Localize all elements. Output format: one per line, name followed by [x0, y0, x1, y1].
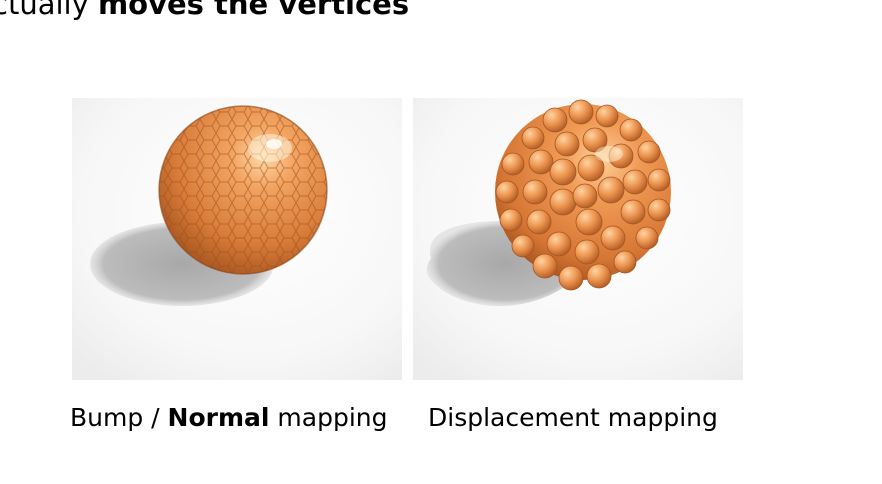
- bump-sphere-illustration: [72, 98, 402, 380]
- slide-text-fragment: ctually moves the vertices: [0, 0, 409, 22]
- caption-suffix: mapping: [269, 403, 388, 432]
- caption-bump-normal-mapping: Bump / Normal mapping: [70, 400, 388, 436]
- caption-prefix: Bump /: [70, 403, 168, 432]
- displacement-sphere-illustration: [413, 98, 743, 380]
- displacement-mapping-image: [413, 98, 743, 380]
- bump-normal-mapping-image: [72, 98, 402, 380]
- caption-displacement-mapping: Displacement mapping: [428, 403, 718, 432]
- top-line-bold: moves the vertices: [97, 0, 410, 21]
- caption-bold: Normal: [167, 403, 270, 432]
- top-line-prefix: ctually: [0, 0, 98, 21]
- displacement-bumps: [495, 99, 671, 291]
